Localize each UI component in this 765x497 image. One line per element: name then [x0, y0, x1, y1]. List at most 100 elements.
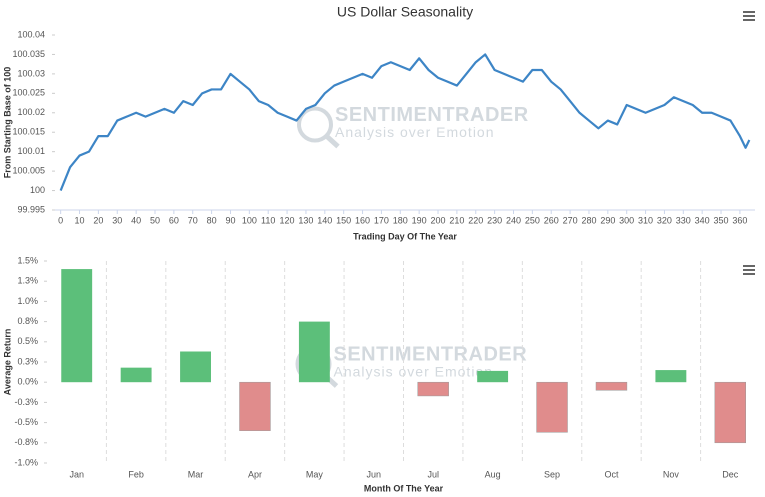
- x-tick-label: 300: [619, 215, 634, 225]
- bar: [61, 269, 93, 383]
- x-tick-label: 40: [131, 215, 141, 225]
- x-tick-label: 180: [393, 215, 408, 225]
- bar: [239, 381, 271, 431]
- bar: [180, 351, 211, 383]
- x-tick-label: 220: [468, 215, 483, 225]
- x-tick-label: 0: [58, 215, 63, 225]
- x-tick-label: Oct: [604, 469, 619, 479]
- x-tick-label: 140: [317, 215, 332, 225]
- x-tick-label: 360: [732, 215, 747, 225]
- x-tick-label: 230: [487, 215, 502, 225]
- menu-bar: [743, 265, 755, 267]
- y-tick-label: -0.5%: [14, 417, 38, 427]
- watermark-name: SENTIMENTRADER: [335, 104, 529, 126]
- y-tick-label: 1.3%: [17, 276, 38, 286]
- y-tick-label: 100.02: [17, 107, 45, 117]
- bar: [595, 381, 628, 391]
- x-tick-label: 320: [657, 215, 672, 225]
- y-tick-label: 100.04: [17, 29, 45, 39]
- y-tick-label: 100.035: [12, 49, 45, 59]
- x-tick-label: 20: [93, 215, 103, 225]
- y-tick-label: 100.025: [12, 88, 45, 98]
- x-tick-label: 70: [188, 215, 198, 225]
- x-tick-label: Feb: [128, 469, 144, 479]
- x-tick-label: 170: [374, 215, 389, 225]
- x-tick-label: 130: [298, 215, 313, 225]
- x-tick-label: 210: [449, 215, 464, 225]
- y-tick-label: 1.0%: [17, 296, 38, 306]
- x-tick-label: 330: [676, 215, 691, 225]
- bar: [477, 370, 509, 383]
- x-tick-label: 190: [412, 215, 427, 225]
- x-tick-label: 290: [600, 215, 615, 225]
- x-tick-label: Jul: [427, 469, 439, 479]
- y-tick-label: 100.03: [17, 68, 45, 78]
- x-tick-label: 50: [150, 215, 160, 225]
- y-tick-label: 100.01: [17, 146, 45, 156]
- y-tick-label: -0.8%: [14, 437, 38, 447]
- x-tick-label: 310: [638, 215, 653, 225]
- y-tick-label: 0.3%: [17, 356, 38, 366]
- x-tick-label: 10: [75, 215, 85, 225]
- x-tick-label: Jan: [69, 469, 84, 479]
- x-tick-label: 110: [261, 215, 275, 225]
- x-tick-label: 30: [112, 215, 122, 225]
- bar: [655, 370, 687, 383]
- menu-bar: [743, 19, 755, 21]
- y-tick-label: 0.5%: [17, 336, 38, 346]
- chart-title: US Dollar Seasonality: [337, 4, 473, 20]
- menu-icon[interactable]: [743, 11, 755, 21]
- x-tick-label: 80: [207, 215, 217, 225]
- x-tick-label: 350: [714, 215, 729, 225]
- x-tick-label: Aug: [485, 469, 501, 479]
- x-tick-label: 250: [525, 215, 540, 225]
- menu-icon[interactable]: [743, 265, 755, 275]
- x-tick-label: Sep: [544, 469, 560, 479]
- y-tick-label: 0.0%: [17, 377, 38, 387]
- x-axis-title: Trading Day Of The Year: [353, 231, 457, 241]
- x-tick-label: 340: [695, 215, 710, 225]
- y-tick-label: 100: [30, 185, 45, 195]
- menu-bar: [743, 269, 755, 271]
- y-axis-title: From Starting Base of 100: [2, 67, 12, 179]
- bar: [298, 321, 330, 383]
- bar: [714, 381, 746, 444]
- x-tick-label: 120: [280, 215, 295, 225]
- y-tick-label: 100.005: [12, 165, 45, 175]
- x-tick-label: 260: [544, 215, 559, 225]
- x-tick-label: 200: [431, 215, 446, 225]
- x-tick-label: Nov: [663, 469, 680, 479]
- y-tick-label: 100.015: [12, 127, 45, 137]
- x-tick-label: 280: [581, 215, 596, 225]
- x-tick-label: May: [306, 469, 324, 479]
- y-tick-label: 1.5%: [17, 255, 38, 265]
- x-tick-label: Dec: [722, 469, 739, 479]
- menu-bar: [743, 273, 755, 275]
- watermark-logo: [297, 106, 333, 143]
- data-line: [59, 53, 751, 191]
- bar: [417, 381, 449, 397]
- x-tick-label: 240: [506, 215, 521, 225]
- watermark-name: SENTIMENTRADER: [334, 343, 528, 365]
- watermark-tagline: Analysis over Emotion: [335, 124, 495, 140]
- x-tick-label: 270: [563, 215, 578, 225]
- x-tick-label: 90: [225, 215, 235, 225]
- y-tick-label: -1.0%: [14, 457, 38, 467]
- bar: [536, 381, 568, 433]
- x-tick-label: Jun: [367, 469, 382, 479]
- menu-bar: [743, 15, 755, 17]
- x-tick-label: Mar: [188, 469, 204, 479]
- y-tick-label: 0.8%: [17, 316, 38, 326]
- x-tick-label: 100: [242, 215, 257, 225]
- x-tick-label: Apr: [248, 469, 262, 479]
- bar: [120, 367, 152, 383]
- watermark-logo: [325, 134, 340, 149]
- watermark-tagline: Analysis over Emotion: [334, 364, 494, 380]
- x-tick-label: 150: [336, 215, 351, 225]
- x-tick-label: 60: [169, 215, 179, 225]
- x-axis-title: Month Of The Year: [364, 483, 444, 493]
- y-axis-title: Average Return: [2, 329, 12, 396]
- x-tick-label: 160: [355, 215, 370, 225]
- y-tick-label: 99.995: [17, 204, 45, 214]
